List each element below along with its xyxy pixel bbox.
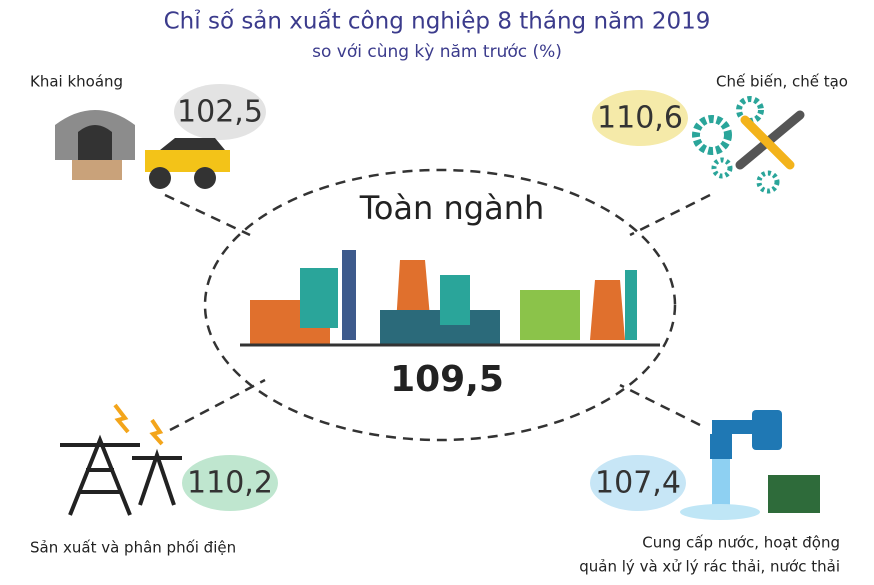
bubble	[592, 90, 688, 146]
sector-label: Cung cấp nước, hoạt động	[642, 534, 840, 552]
tools-icon	[692, 96, 805, 194]
sector-value: 107,4	[595, 466, 681, 501]
center-value: 109,5	[390, 359, 504, 400]
mining-icon	[55, 110, 230, 189]
sector-value: 102,5	[177, 95, 263, 130]
sector-value: 110,6	[597, 101, 683, 136]
sector-label: Chế biến, chế tạo	[716, 73, 848, 91]
sector-label: quản lý và xử lý rác thải, nước thải	[579, 558, 840, 576]
connectors	[164, 168, 711, 442]
sector-label: Sản xuất và phân phối điện	[30, 539, 236, 557]
bubble	[590, 455, 686, 511]
bubble	[174, 84, 266, 140]
sector-value: 110,2	[187, 466, 273, 501]
sector-label: Khai khoáng	[30, 73, 123, 91]
subtitle: so với cùng kỳ năm trước (%)	[312, 42, 562, 62]
power-icon	[60, 403, 182, 516]
title: Chỉ số sản xuất công nghiệp 8 tháng năm …	[164, 9, 711, 35]
factory-icon	[240, 250, 660, 347]
center-label: Toàn ngành	[359, 189, 545, 227]
water-icon	[680, 410, 820, 520]
bubble	[182, 455, 278, 511]
